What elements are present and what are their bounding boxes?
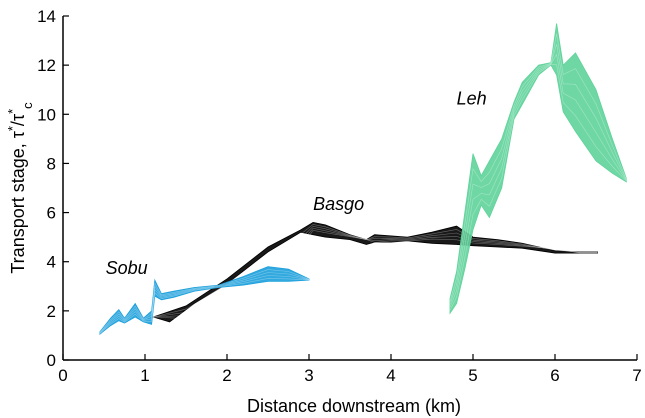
- series-band-1-line-1: [99, 269, 310, 333]
- x-tick-label-4: 4: [386, 366, 395, 385]
- series-band-2: [449, 23, 627, 315]
- series-layer: [99, 23, 627, 336]
- series-band-1-line-4: [99, 278, 310, 334]
- series-band-0-line-1: [153, 224, 598, 318]
- y-tick-label-6: 12: [37, 56, 56, 75]
- y-axis-label: Transport stage, τ*/τ*c: [5, 102, 35, 274]
- annotation-layer: Sobu Basgo Leh: [106, 88, 487, 278]
- x-tick-label-5: 5: [468, 366, 477, 385]
- annotation-sobu: Sobu: [106, 258, 148, 278]
- series-band-2-line-4: [449, 64, 627, 311]
- y-tick-label-0: 0: [47, 351, 56, 370]
- x-tick-label-3: 3: [304, 366, 313, 385]
- x-axis-label: Distance downstream (km): [247, 396, 461, 416]
- y-tick-label-5: 10: [37, 105, 56, 124]
- annotation-basgo: Basgo: [313, 194, 364, 214]
- y-axis-label-tau2: τ: [8, 114, 28, 121]
- y-axis-label-star1: *: [5, 126, 20, 131]
- y-tick-label-3: 6: [47, 204, 56, 223]
- y-axis-label-slash: /: [8, 121, 28, 126]
- y-tick-label-4: 8: [47, 154, 56, 173]
- x-tick-label-0: 0: [58, 366, 67, 385]
- x-tick-label-2: 2: [222, 366, 231, 385]
- y-axis-label-star2: *: [5, 109, 20, 114]
- series-band-1-line-2: [99, 272, 310, 333]
- y-tick-label-1: 2: [47, 302, 56, 321]
- series-band-0-line-4: [153, 229, 598, 320]
- x-tick-label-1: 1: [140, 366, 149, 385]
- y-axis-label-tau1: τ: [8, 131, 28, 138]
- series-band-2-line-2: [449, 43, 627, 305]
- series-band-0: [151, 221, 598, 323]
- y-axis-label-prefix: Transport stage,: [8, 138, 28, 273]
- x-tick-label-7: 7: [632, 366, 641, 385]
- series-band-1: [99, 266, 310, 336]
- series-band-0-line-2: [153, 225, 598, 318]
- y-tick-label-2: 4: [47, 253, 56, 272]
- axes-layer: [62, 16, 637, 361]
- series-band-2-line-1: [449, 33, 627, 302]
- annotation-leh: Leh: [457, 88, 487, 108]
- y-axis-label-sub-c: c: [20, 102, 35, 109]
- series-band-0-line-3: [153, 227, 598, 318]
- series-band-1-line-3: [99, 275, 310, 334]
- y-tick-label-7: 14: [37, 7, 56, 26]
- series-band-2-line-3: [449, 53, 627, 308]
- x-tick-label-6: 6: [550, 366, 559, 385]
